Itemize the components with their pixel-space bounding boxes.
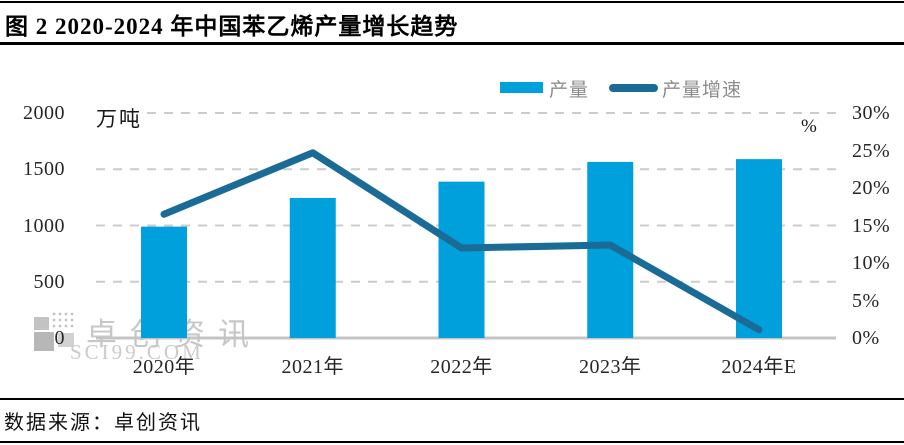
- legend-bar-swatch: [500, 82, 543, 93]
- watermark-domain: SCI99.COM: [70, 340, 204, 364]
- sci99-logo-icon: [34, 311, 80, 353]
- legend-line-swatch: [609, 84, 658, 92]
- data-source: 数据来源：卓创资讯: [4, 412, 202, 434]
- left-axis-unit-label: 万吨: [92, 103, 146, 133]
- legend-line-label: 产量增速: [662, 80, 743, 101]
- bar-2023年: [587, 161, 634, 338]
- bar-2024年E: [736, 159, 782, 338]
- bottom-rule: [0, 441, 904, 443]
- right-axis-unit-label: %: [801, 116, 817, 137]
- title-underline: [0, 42, 904, 45]
- growth-rate-line: [160, 149, 763, 334]
- bar-2020年: [141, 226, 187, 338]
- legend-bar-label: 产量: [549, 80, 590, 101]
- source-top-rule: [0, 398, 904, 400]
- figure-title: 图 2 2020-2024 年中国苯乙烯产量增长趋势: [5, 14, 459, 39]
- bar-2021年: [289, 197, 336, 338]
- top-rule: [0, 1, 904, 3]
- bar-2022年: [438, 181, 485, 338]
